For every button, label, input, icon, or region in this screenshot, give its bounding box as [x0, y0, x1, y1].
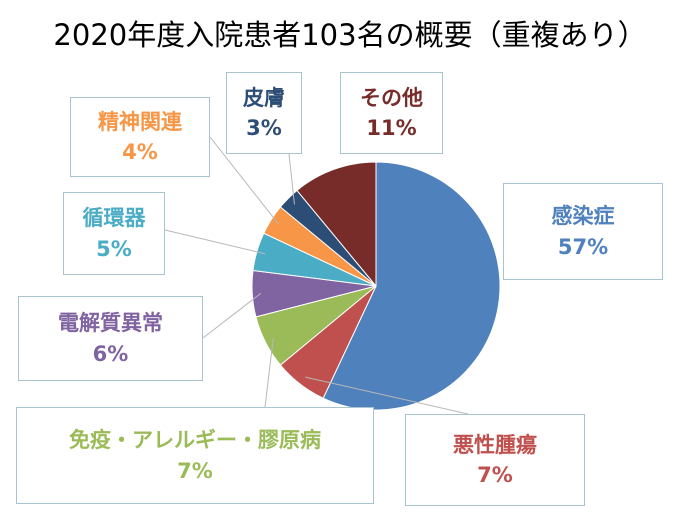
slice-label-name: 精神関連	[98, 109, 182, 134]
leader-line	[202, 292, 262, 339]
leader-line	[264, 338, 274, 408]
slice-label-name: 電解質異常	[58, 311, 163, 336]
slice-label-percent: 5%	[96, 236, 132, 261]
pie-slice	[322, 161, 501, 411]
slice-label-percent: 4%	[122, 140, 158, 164]
slice-label-name: 感染症	[551, 204, 615, 229]
slice-label-name: 循環器	[82, 206, 146, 231]
leader-line	[164, 229, 266, 255]
slice-label-percent: 6%	[92, 341, 129, 366]
slice-label-name: 免疫・アレルギー・膠原病	[69, 428, 321, 453]
slice-label-percent: 7%	[177, 458, 213, 483]
leader-line	[305, 376, 469, 415]
slice-label-percent: 3%	[246, 116, 282, 140]
data-label-skin: 皮膚 3%	[226, 72, 302, 154]
pie-slice	[296, 161, 377, 288]
leader-line	[288, 153, 295, 205]
slice-label-name: 皮膚	[243, 85, 285, 110]
leader-line	[209, 136, 280, 225]
data-label-infection: 感染症 57%	[503, 183, 663, 280]
data-label-other: その他 11%	[340, 72, 443, 154]
slice-label-percent: 11%	[366, 116, 417, 140]
data-label-malignant-tumor: 悪性腫瘍 7%	[405, 414, 585, 506]
data-label-circulatory: 循環器 5%	[63, 192, 165, 275]
data-label-psychiatric: 精神関連 4%	[70, 97, 210, 177]
slice-label-percent: 7%	[477, 463, 513, 487]
data-label-electrolyte: 電解質異常 6%	[18, 296, 203, 381]
data-label-immune-allergy-collagen: 免疫・アレルギー・膠原病 7%	[16, 407, 374, 504]
slice-label-name: その他	[360, 85, 423, 110]
slice-label-name: 悪性腫瘍	[453, 432, 537, 457]
chart-title: 2020年度入院患者103名の概要（重複あり）	[53, 18, 647, 52]
slice-label-percent: 57%	[557, 234, 609, 259]
